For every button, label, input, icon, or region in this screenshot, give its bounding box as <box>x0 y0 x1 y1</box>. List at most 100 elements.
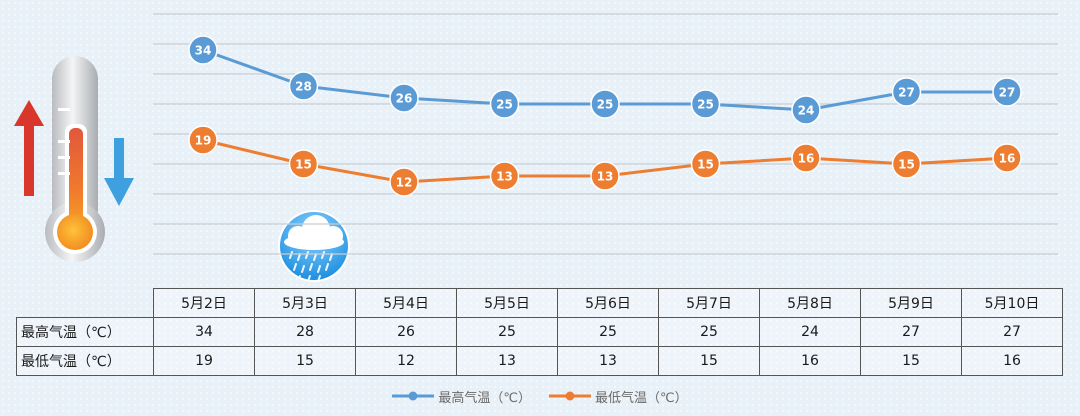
legend: 最高气温（℃） 最低气温（℃） <box>0 383 1080 409</box>
table-cell: 24 <box>759 317 861 347</box>
data-point-marker <box>288 149 319 179</box>
table-cell: 16 <box>961 346 1063 376</box>
data-label: 15 <box>898 158 915 172</box>
data-point: 12 <box>389 167 419 197</box>
data-point-marker <box>188 125 218 155</box>
data-table: 5月2日 5月3日 5月4日 5月5日 5月6日 5月7日 5月8日 5月9日 … <box>16 288 1063 376</box>
legend-label-low: 最低气温（℃） <box>595 390 688 406</box>
table-cell: 26 <box>355 317 457 347</box>
data-point-marker <box>791 95 821 125</box>
table-cell: 19 <box>153 346 255 376</box>
data-label: 25 <box>597 98 614 112</box>
legend-item-low: 最低气温（℃） <box>549 387 688 406</box>
table-date-cell: 5月3日 <box>254 288 356 318</box>
data-label: 28 <box>295 80 312 94</box>
down-arrow-icon <box>104 138 134 206</box>
table-cell: 13 <box>557 346 659 376</box>
table-row-label: 最低气温（℃） <box>16 346 154 376</box>
data-point: 25 <box>690 89 721 119</box>
table-date-cell: 5月5日 <box>456 288 558 318</box>
legend-item-high: 最高气温（℃） <box>392 387 531 406</box>
data-point: 24 <box>791 95 821 125</box>
up-arrow-icon <box>14 100 44 196</box>
data-point: 34 <box>188 35 218 65</box>
data-label: 12 <box>396 176 413 190</box>
grid-lines <box>153 13 1058 255</box>
table-cell: 27 <box>860 317 962 347</box>
data-label: 15 <box>697 158 714 172</box>
table-cell: 15 <box>658 346 760 376</box>
data-label: 25 <box>697 98 714 112</box>
data-point-marker <box>489 89 520 119</box>
data-label: 13 <box>597 170 614 184</box>
data-point-marker <box>489 161 520 191</box>
table-date-cell: 5月9日 <box>860 288 962 318</box>
data-label: 27 <box>999 86 1016 100</box>
table-corner <box>17 289 154 318</box>
table-date-cell: 5月6日 <box>557 288 659 318</box>
table-date-cell: 5月2日 <box>153 288 255 318</box>
data-label: 25 <box>496 98 513 112</box>
data-point: 27 <box>891 77 922 107</box>
chart: 34 28 26 25 25 25 24 27 27 19 15 12 13 13 15 16 15 16 <box>14 13 1058 282</box>
table-cell: 28 <box>254 317 356 347</box>
table-date-cell: 5月4日 <box>355 288 457 318</box>
table-cell: 27 <box>961 317 1063 347</box>
data-label: 13 <box>496 170 513 184</box>
data-point: 13 <box>590 161 620 191</box>
table-row-low: 最低气温（℃） 19 15 12 13 13 15 16 15 16 <box>16 346 1063 376</box>
table-date-cell: 5月10日 <box>961 288 1063 318</box>
data-label: 16 <box>798 152 815 166</box>
table-date-cell: 5月8日 <box>759 288 861 318</box>
data-point-marker <box>992 143 1022 173</box>
data-point-marker <box>188 35 218 65</box>
data-point: 28 <box>288 71 319 101</box>
data-point: 19 <box>188 125 218 155</box>
thermometer-icon <box>45 56 105 262</box>
data-point: 15 <box>690 149 721 179</box>
data-label: 16 <box>999 152 1016 166</box>
table-cell: 25 <box>456 317 558 347</box>
table-cell: 15 <box>254 346 356 376</box>
data-label: 15 <box>295 158 312 172</box>
table-cell: 25 <box>557 317 659 347</box>
data-point-marker <box>389 83 419 113</box>
data-point: 16 <box>992 143 1022 173</box>
data-point-marker <box>690 89 721 119</box>
data-point-marker <box>992 77 1022 107</box>
table-cell: 16 <box>759 346 861 376</box>
legend-swatch-low <box>549 391 591 401</box>
data-point-marker <box>590 161 620 191</box>
data-label: 27 <box>898 86 915 100</box>
table-row-label: 最高气温（℃） <box>16 317 154 347</box>
data-label: 34 <box>195 44 212 58</box>
data-point-marker <box>891 77 922 107</box>
series-lines: 34 28 26 25 25 25 24 27 27 19 15 12 13 13 15 16 15 16 <box>188 35 1022 197</box>
data-point: 27 <box>992 77 1022 107</box>
data-point-marker <box>389 167 419 197</box>
data-label: 24 <box>798 104 815 118</box>
table-cell: 34 <box>153 317 255 347</box>
data-point-marker <box>590 89 620 119</box>
legend-label-high: 最高气温（℃） <box>438 390 531 406</box>
data-point-marker <box>690 149 721 179</box>
data-point-marker <box>288 71 319 101</box>
data-point: 25 <box>590 89 620 119</box>
data-label: 26 <box>396 92 413 106</box>
table-cell: 12 <box>355 346 457 376</box>
data-point-marker <box>791 143 821 173</box>
data-point: 26 <box>389 83 419 113</box>
data-point: 15 <box>891 149 922 179</box>
data-point: 15 <box>288 149 319 179</box>
table-cell: 25 <box>658 317 760 347</box>
table-row-high: 最高气温（℃） 34 28 26 25 25 25 24 27 27 <box>16 317 1063 347</box>
table-cell: 13 <box>456 346 558 376</box>
rain-cloud-icon <box>278 210 350 282</box>
table-header-row: 5月2日 5月3日 5月4日 5月5日 5月6日 5月7日 5月8日 5月9日 … <box>17 288 1063 318</box>
table-date-cell: 5月7日 <box>658 288 760 318</box>
table-cell: 15 <box>860 346 962 376</box>
legend-swatch-high <box>392 391 435 401</box>
data-point: 13 <box>489 161 520 191</box>
data-point: 25 <box>489 89 520 119</box>
data-point-marker <box>891 149 922 179</box>
